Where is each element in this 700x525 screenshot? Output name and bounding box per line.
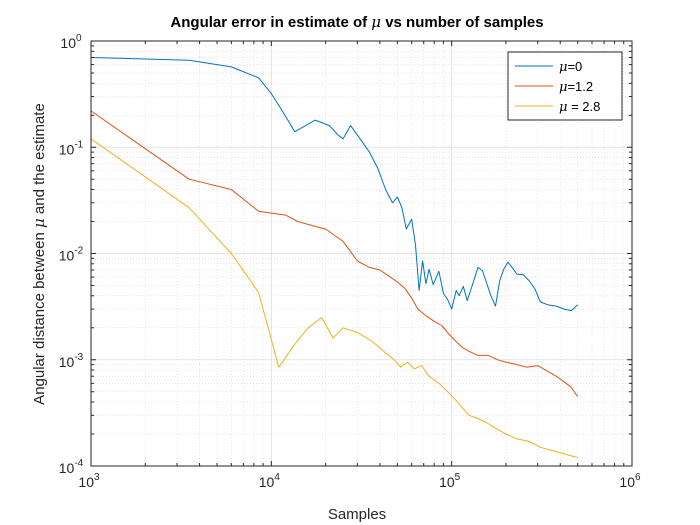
series-line-1 [90, 57, 579, 312]
x-tick-label: 106 [619, 472, 641, 490]
y-tick-label: 10-1 [59, 139, 84, 157]
series-line-3 [90, 138, 578, 459]
x-tick-label: 103 [78, 472, 100, 490]
plot-area: 103 104 105 106 10-4 10-3 10-2 10-1 100 μ=0 μ=1.2 μ… [59, 33, 641, 490]
series-line-2 [90, 110, 579, 397]
chart-title: Angular error in estimate of μ vs number… [170, 13, 543, 31]
x-tick-label: 104 [259, 472, 281, 490]
y-tick-label: 10-2 [59, 246, 84, 264]
legend-label-3: μ = 2.8 [559, 99, 600, 115]
y-axis-label: Angular distance between μ and the estim… [30, 103, 48, 405]
y-tick-label: 10-3 [59, 352, 84, 370]
y-tick-label: 100 [60, 33, 82, 51]
x-axis-label: Samples [328, 506, 386, 523]
legend-label-2: μ=1.2 [559, 79, 593, 95]
legend-label-1: μ=0 [559, 59, 582, 75]
x-tick-label: 105 [439, 472, 461, 490]
y-tick-label: 10-4 [59, 458, 84, 476]
